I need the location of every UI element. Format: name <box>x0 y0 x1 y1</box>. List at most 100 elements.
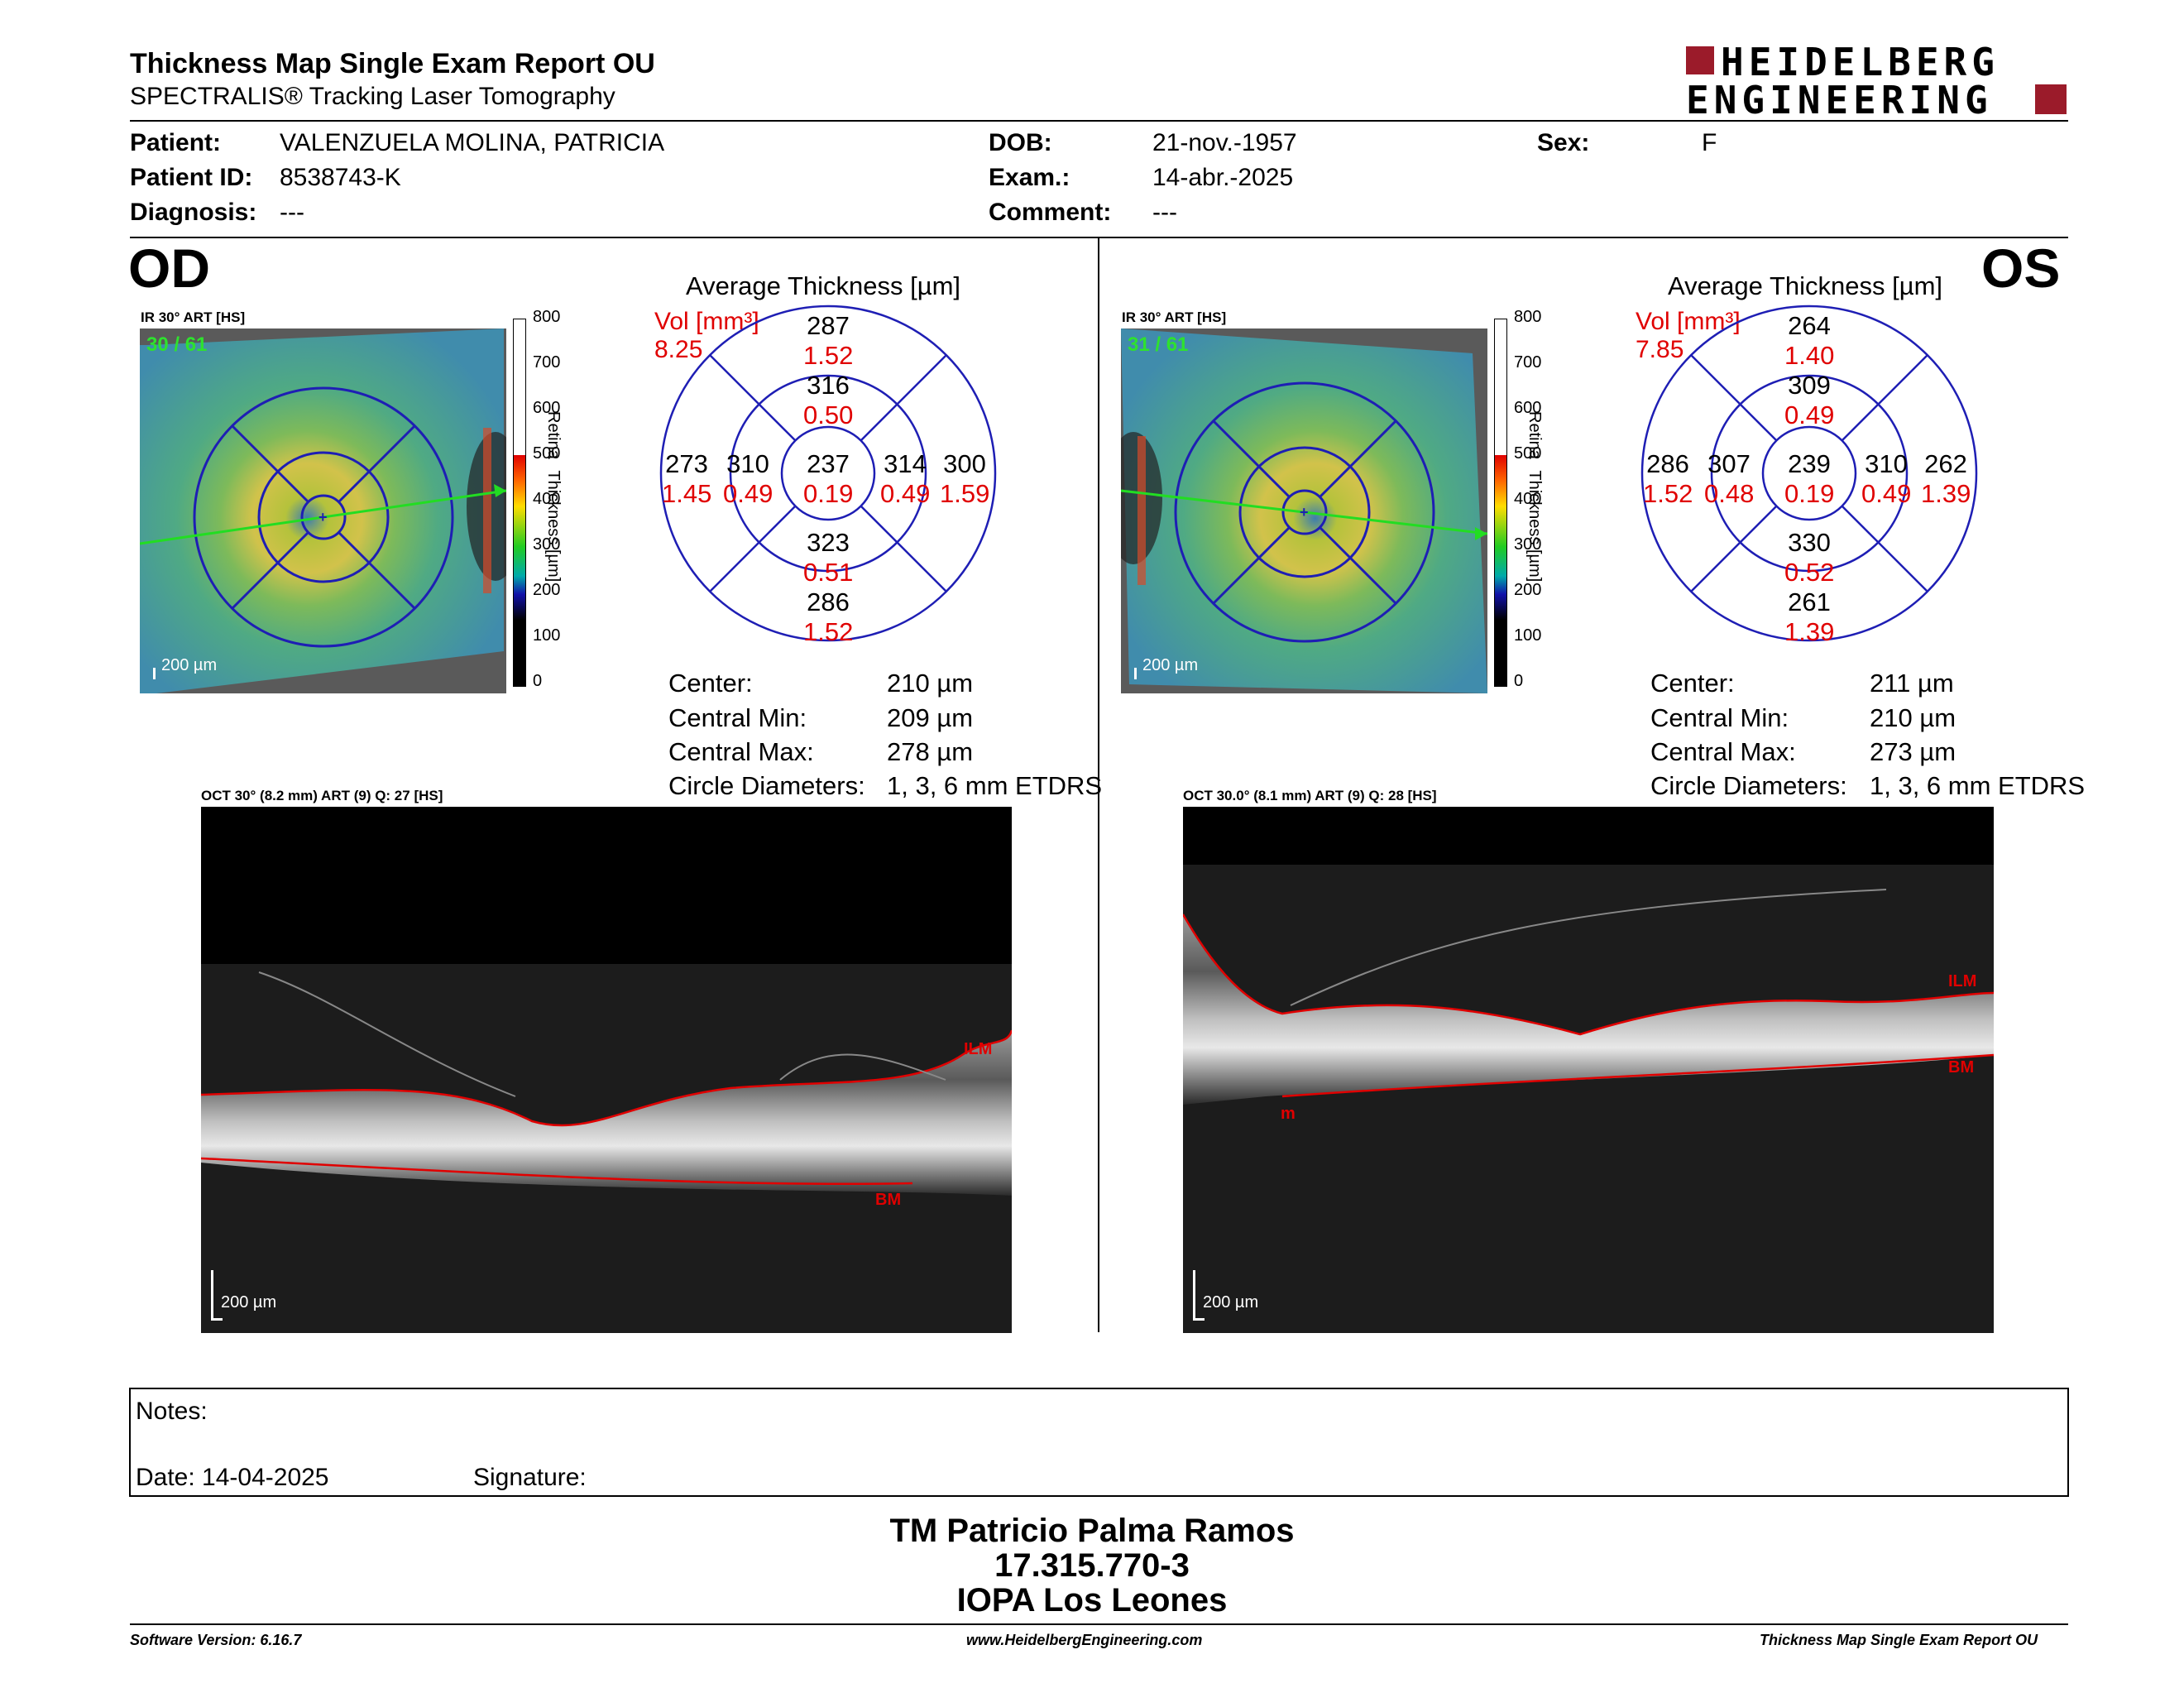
sector-outer-sup-os: 264 1.40 <box>1784 311 1834 371</box>
patient-label: Patient: <box>130 129 222 156</box>
footer-divider <box>130 1623 2068 1625</box>
oct-scale-label-os: 200 µm <box>1203 1293 1259 1312</box>
sector-outer-inf-os: 261 1.39 <box>1784 587 1834 647</box>
sector-volume: 1.39 <box>1784 617 1835 646</box>
sector-outer-nas-od: 300 1.59 <box>940 449 989 509</box>
colorbar-label-od: Retina Thickness [µm] <box>544 411 563 582</box>
report-title: Thickness Map Single Exam Report OU <box>130 48 655 79</box>
sector-thickness: 323 <box>807 528 850 557</box>
colorbar-label-word1: Retina <box>544 411 563 459</box>
stat-min-label-od: Central Min: <box>668 703 807 732</box>
oct-image-od: ILM BM 200 µm <box>201 807 1012 1333</box>
etdrs-grid-od <box>659 305 997 642</box>
sector-volume: 1.52 <box>803 341 854 370</box>
stat-center-value-os: 211 µm <box>1870 669 1954 698</box>
dob-label: DOB: <box>989 129 1052 156</box>
colorbar-label-word1: Retina <box>1525 411 1544 459</box>
colorbar-tick: 300 <box>533 535 561 554</box>
eye-label-od: OD <box>128 237 210 299</box>
sector-volume: 1.40 <box>1784 341 1835 370</box>
heidelberg-logo: HEIDELBERG ENGINEERING <box>1686 40 2067 122</box>
oct-label-os: OCT 30.0° (8.1 mm) ART (9) Q: 28 [HS] <box>1183 788 1437 803</box>
colorbar-tick: 0 <box>533 672 543 690</box>
scale-label-os: 200 µm <box>1142 656 1199 674</box>
sector-volume: 0.49 <box>1784 400 1835 429</box>
stat-diam-label-os: Circle Diameters: <box>1650 771 1847 800</box>
scale-label-od: 200 µm <box>161 656 218 674</box>
sector-inner-sup-od: 316 0.50 <box>803 371 853 430</box>
stat-min-value-od: 209 µm <box>887 703 974 732</box>
sector-inner-sup-os: 309 0.49 <box>1784 371 1834 430</box>
notes-label: Notes: <box>136 1398 208 1425</box>
colorbar-tick: 200 <box>533 581 561 599</box>
sector-center-os: 239 0.19 <box>1784 449 1834 509</box>
sector-thickness: 286 <box>807 587 850 616</box>
colorbar-tick: 200 <box>1514 581 1542 599</box>
oct-image-os: ILM BM m 200 µm <box>1183 807 1994 1333</box>
thickness-map-os: + <box>1121 328 1487 693</box>
sector-thickness: 264 <box>1788 311 1831 340</box>
sector-volume: 0.49 <box>723 479 774 508</box>
etdrs-grid-os <box>1640 305 1978 642</box>
sector-outer-inf-od: 286 1.52 <box>803 587 853 647</box>
oct-label-od: OCT 30° (8.2 mm) ART (9) Q: 27 [HS] <box>201 788 443 803</box>
notes-signature-label: Signature: <box>473 1464 587 1491</box>
colorbar-tick: 500 <box>1514 444 1542 463</box>
sector-thickness: 309 <box>1788 371 1831 400</box>
sector-inner-inf-od: 323 0.51 <box>803 528 853 587</box>
website-link[interactable]: www.HeidelbergEngineering.com <box>966 1632 1203 1648</box>
ilm-label-od: ILM <box>964 1040 993 1058</box>
stat-max-value-os: 273 µm <box>1870 737 1956 766</box>
scale-bar-od <box>153 668 156 679</box>
colorbar-tick: 600 <box>533 399 561 417</box>
exam-value: 14-abr.-2025 <box>1152 164 1294 191</box>
sex-value: F <box>1702 129 1717 156</box>
patient-name: VALENZUELA MOLINA, PATRICIA <box>280 129 665 156</box>
sector-volume: 0.19 <box>803 479 854 508</box>
oct-scale-bar-foot-od <box>211 1318 223 1321</box>
oct-scale-bar-os <box>1193 1270 1195 1320</box>
vol-total-os: 7.85 <box>1636 336 1684 363</box>
sector-volume: 1.45 <box>662 479 712 508</box>
sector-volume: 1.39 <box>1921 479 1971 508</box>
sector-thickness: 310 <box>1865 449 1908 478</box>
eye-label-os: OS <box>1981 237 2061 299</box>
notes-box[interactable]: Notes: Date: 14-04-2025 Signature: <box>129 1388 2069 1497</box>
sector-thickness: 287 <box>807 311 850 340</box>
stat-diam-value-os: 1, 3, 6 mm ETDRS <box>1870 771 2086 800</box>
colorbar-os <box>1494 319 1507 687</box>
colorbar-tick: 600 <box>1514 399 1542 417</box>
sector-outer-nas-os: 262 1.39 <box>1921 449 1971 509</box>
ir-label-od: IR 30° ART [HS] <box>141 309 246 325</box>
sector-volume: 0.50 <box>803 400 854 429</box>
eye-divider <box>1098 238 1099 1332</box>
colorbar-tick: 700 <box>1514 353 1542 372</box>
colorbar-tick: 400 <box>533 490 561 508</box>
sector-thickness: 286 <box>1646 449 1689 478</box>
colorbar-ticks-od: 800 700 600 500 400 300 200 100 0 <box>533 308 566 697</box>
report-subtitle: SPECTRALIS® Tracking Laser Tomography <box>130 83 615 110</box>
colorbar-tick: 700 <box>533 353 561 372</box>
oct-bscan-os <box>1183 865 1994 1333</box>
colorbar-label-word2: Thickness [µm] <box>1525 470 1544 583</box>
m-label-os: m <box>1281 1105 1296 1123</box>
sector-thickness: 314 <box>884 449 927 478</box>
sector-thickness: 310 <box>726 449 769 478</box>
diagnosis-label: Diagnosis: <box>130 199 257 226</box>
stat-center-value-od: 210 µm <box>887 669 974 698</box>
sector-thickness: 237 <box>807 449 850 478</box>
frame-count-od: 30 / 61 <box>146 333 208 356</box>
oct-scale-bar-od <box>211 1270 213 1320</box>
stat-max-value-od: 278 µm <box>887 737 974 766</box>
bm-label-os: BM <box>1948 1058 1975 1077</box>
stat-max-label-od: Central Max: <box>668 737 814 766</box>
ilm-label-os: ILM <box>1948 972 1977 990</box>
sector-volume: 1.59 <box>940 479 990 508</box>
exam-label: Exam.: <box>989 164 1070 191</box>
thickness-map-od: + <box>140 328 506 693</box>
logo-red-block-bottom <box>2035 84 2067 114</box>
frame-count-os: 31 / 61 <box>1128 333 1189 356</box>
sector-thickness: 330 <box>1788 528 1831 557</box>
colorbar-tick: 800 <box>533 308 561 326</box>
signatory-name: TM Patricio Palma Ramos <box>889 1513 1295 1549</box>
